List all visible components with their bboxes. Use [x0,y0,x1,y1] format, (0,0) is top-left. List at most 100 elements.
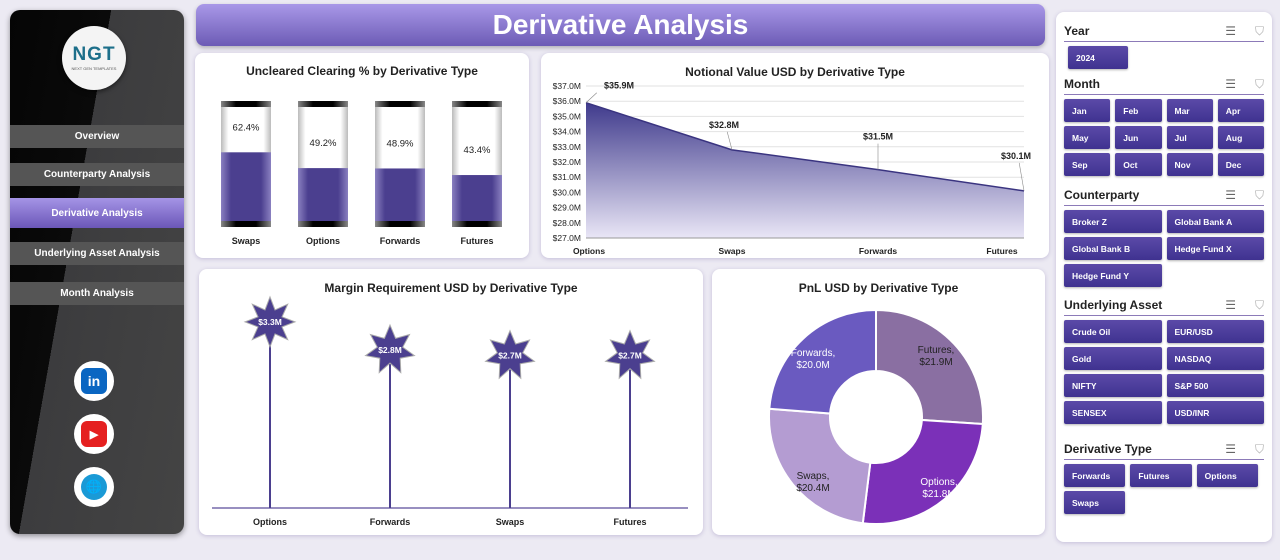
clear-filter-icon[interactable]: ⛉ [1254,24,1264,38]
youtube-icon: ▶ [81,421,107,447]
filter-header-asset: Underlying Asset ☰ ⛉ [1064,298,1264,316]
filter-button[interactable]: SENSEX [1064,401,1162,424]
filter-title: Underlying Asset [1064,298,1163,312]
filter-button[interactable]: Jun [1115,126,1162,149]
star-marker [484,329,536,380]
page-title: Derivative Analysis [196,4,1045,46]
bar-fill [221,152,271,227]
filter-button[interactable]: Global Bank A [1166,210,1264,233]
filter-button[interactable]: Oct [1115,153,1162,176]
data-label: 48.9% [387,138,414,149]
tube-cap [452,101,502,107]
filter-button[interactable]: EUR/USD [1166,320,1264,343]
y-tick-label: $31.0M [553,172,581,182]
filter-button[interactable]: NASDAQ [1166,347,1264,370]
multi-select-icon[interactable]: ☰ [1225,24,1236,38]
youtube-button[interactable]: ▶ [74,414,114,454]
category-label: Forwards [380,236,421,246]
series-line [585,102,1025,192]
filter-button[interactable]: Forwards [1064,464,1126,487]
data-label: 49.2% [310,138,337,149]
filter-button[interactable]: Options [1196,464,1258,487]
clear-filter-icon[interactable]: ⛉ [1254,188,1264,202]
website-button[interactable]: 🌐 [74,467,114,507]
data-label: $2.7M [618,351,642,361]
notional-value-chart: Notional Value USD by Derivative Type $2… [541,53,1049,258]
filter-button[interactable]: Swaps [1064,491,1126,514]
slice-label: Options, [920,477,957,488]
filter-button[interactable]: Apr [1217,99,1264,122]
filter-button[interactable]: 2024 [1068,46,1128,69]
filter-button[interactable]: Nov [1166,153,1213,176]
sidebar: NGT NEXT GEN TEMPLATES Overview Counterpa… [10,10,184,534]
filter-button[interactable]: Sep [1064,153,1111,176]
data-label: $32.8M [709,120,739,130]
filter-title: Counterparty [1064,188,1140,202]
nav-derivative-analysis[interactable]: Derivative Analysis [10,198,184,228]
star-marker [243,295,297,349]
filter-button[interactable]: Jul [1166,126,1213,149]
filter-button[interactable]: Mar [1166,99,1213,122]
tube-cap [221,221,271,227]
donut-slice [768,308,877,415]
area-fill [586,102,1024,238]
nav-underlying-asset-analysis[interactable]: Underlying Asset Analysis [10,242,184,265]
chart-title: Margin Requirement USD by Derivative Typ… [324,281,578,295]
tube-cap [221,101,271,107]
tube-cap [298,101,348,107]
y-tick-label: $34.0M [553,127,581,137]
multi-select-icon[interactable]: ☰ [1225,298,1236,312]
filter-header-year: Year ☰ ⛉ [1064,24,1264,42]
filter-button[interactable]: Futures [1130,464,1192,487]
filter-button[interactable]: Global Bank B [1064,237,1162,260]
nav-counterparty-analysis[interactable]: Counterparty Analysis [10,163,184,186]
filter-title: Year [1064,24,1090,38]
y-tick-label: $28.0M [553,218,581,228]
multi-select-icon[interactable]: ☰ [1225,77,1236,91]
data-label: $35.9M [604,81,634,91]
filter-button[interactable]: Broker Z [1064,210,1162,233]
filter-button[interactable]: S&P 500 [1166,374,1264,397]
multi-select-icon[interactable]: ☰ [1225,442,1236,456]
filter-button[interactable]: Dec [1217,153,1264,176]
bar-fill [375,168,425,227]
slice-label: Futures, [918,345,955,356]
multi-select-icon[interactable]: ☰ [1225,188,1236,202]
filter-header-counterparty: Counterparty ☰ ⛉ [1064,188,1264,206]
y-tick-label: $32.0M [553,157,581,167]
filter-button[interactable]: Feb [1115,99,1162,122]
leader-line [1018,162,1025,191]
slice-label: Forwards, [791,348,835,359]
globe-icon: 🌐 [81,474,107,500]
category-label: Options [573,246,605,256]
clear-filter-icon[interactable]: ⛉ [1254,442,1264,456]
star-marker [364,323,416,374]
category-label: Futures [460,236,493,246]
chart-title: Uncleared Clearing % by Derivative Type [246,64,478,78]
bar-fill [298,168,348,227]
filter-panel: Year ☰ ⛉ 2024 Month ☰ ⛉ Jan Feb Mar Apr May Jun Jul Au… [1056,12,1272,542]
nav-month-analysis[interactable]: Month Analysis [10,282,184,305]
filter-button[interactable]: Hedge Fund Y [1064,264,1162,287]
filter-button[interactable]: USD/INR [1166,401,1264,424]
filter-button[interactable]: Crude Oil [1064,320,1162,343]
donut-slice [861,418,984,525]
data-label: $2.8M [378,345,402,355]
category-label: Forwards [370,517,411,527]
filter-button[interactable]: May [1064,126,1111,149]
y-tick-label: $33.0M [553,142,581,152]
clear-filter-icon[interactable]: ⛉ [1254,298,1264,312]
filter-button[interactable]: Jan [1064,99,1111,122]
filter-button[interactable]: Hedge Fund X [1166,237,1264,260]
filter-button[interactable]: Aug [1217,126,1264,149]
linkedin-button[interactable]: in [74,361,114,401]
nav-overview[interactable]: Overview [10,125,184,148]
filter-header-month: Month ☰ ⛉ [1064,77,1264,95]
logo: NGT NEXT GEN TEMPLATES [62,26,126,90]
clear-filter-icon[interactable]: ⛉ [1254,77,1264,91]
filter-title: Derivative Type [1064,442,1152,456]
filter-button[interactable]: NIFTY [1064,374,1162,397]
data-label: $3.3M [258,317,282,327]
data-label: $31.5M [863,132,893,142]
filter-button[interactable]: Gold [1064,347,1162,370]
